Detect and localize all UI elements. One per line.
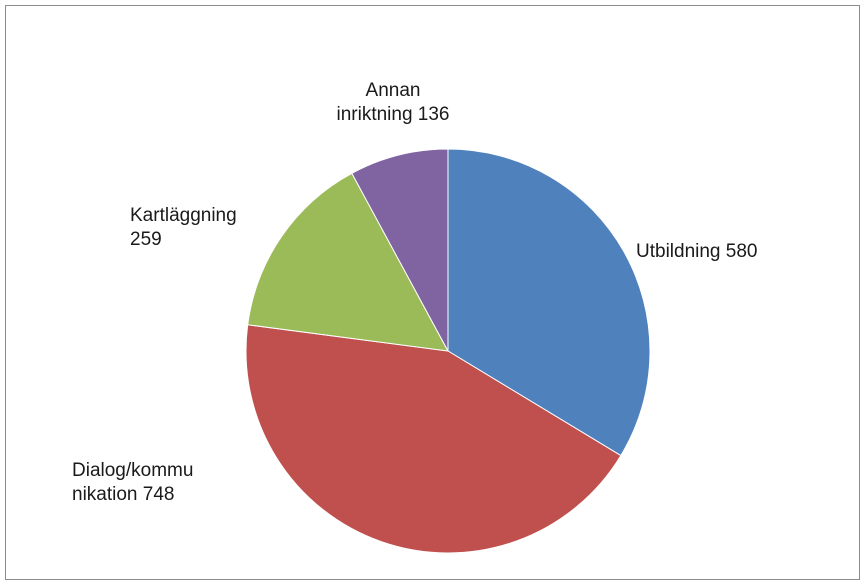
slice-label-line: 259 <box>130 229 162 250</box>
slice-label-line: inriktning 136 <box>336 104 449 125</box>
slice-label-line: Utbildning 580 <box>636 241 757 262</box>
pie-slice-4 <box>351 148 449 352</box>
slice-label-2: Dialog/kommu nikation 748 <box>72 460 193 505</box>
slice-label-line: Annan <box>366 80 421 101</box>
slice-label-4: Annan inriktning 136 <box>336 80 449 125</box>
pie-slice-1 <box>447 148 651 457</box>
slice-label-1: Utbildning 580 <box>636 241 757 262</box>
pie-slice-2 <box>245 324 622 554</box>
slice-label-line: Kartläggning <box>130 205 237 226</box>
slice-label-line: Dialog/kommu <box>72 460 193 481</box>
slice-label-line: nikation 748 <box>72 484 174 505</box>
slice-label-3: Kartläggning 259 <box>130 205 237 250</box>
pie-slice-3 <box>247 172 449 352</box>
